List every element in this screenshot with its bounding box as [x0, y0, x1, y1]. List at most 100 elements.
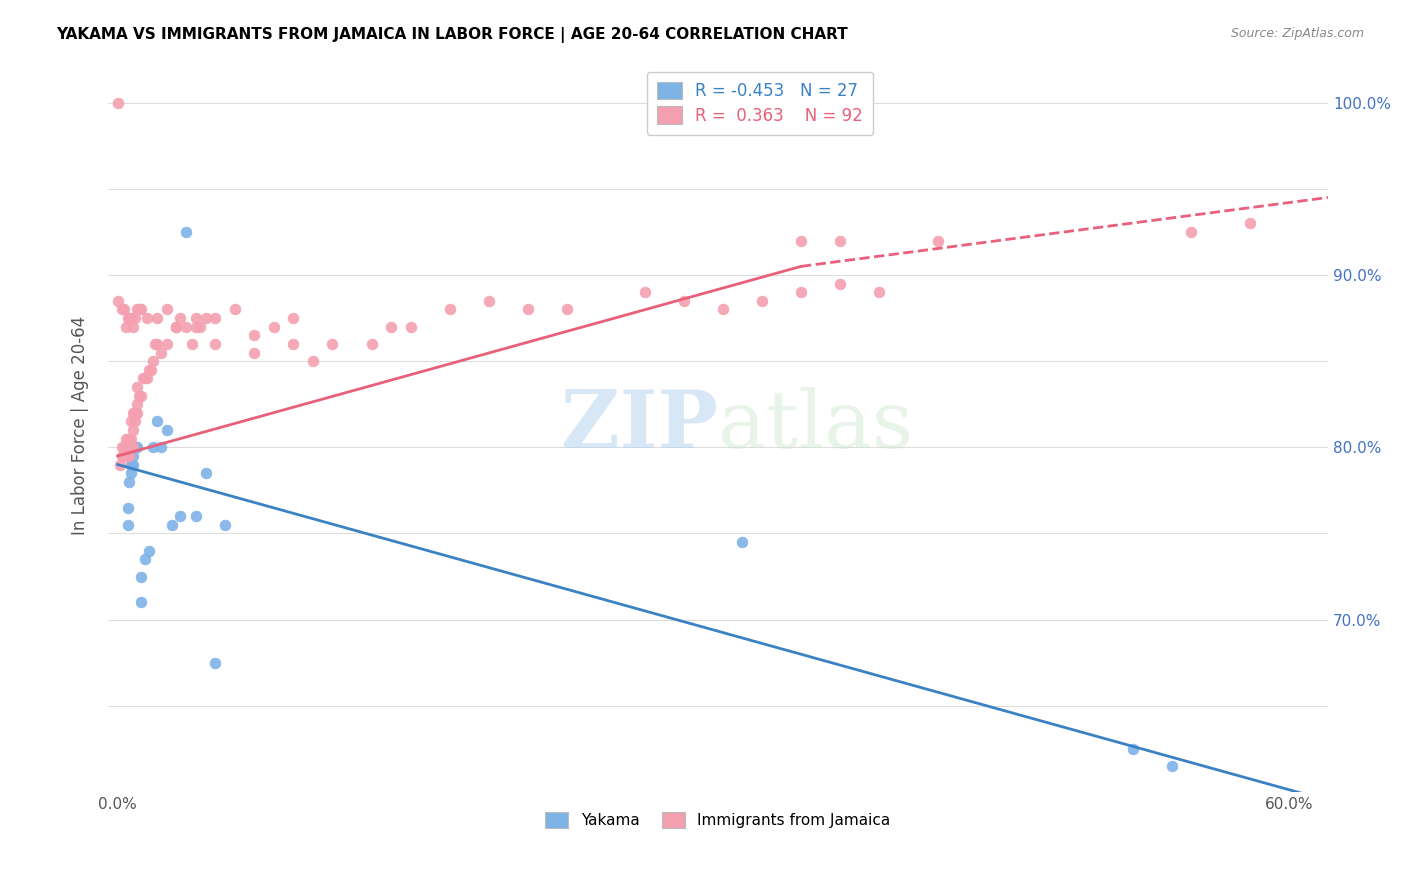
- Point: [122, 406, 145, 420]
- Point: [790, 234, 813, 248]
- Point: [194, 466, 217, 480]
- Point: [672, 293, 695, 308]
- Point: [117, 517, 139, 532]
- Point: [516, 302, 538, 317]
- Point: [1161, 759, 1184, 773]
- Point: [117, 440, 139, 454]
- Point: [117, 311, 139, 326]
- Point: [169, 509, 191, 524]
- Point: [129, 389, 152, 403]
- Text: Source: ZipAtlas.com: Source: ZipAtlas.com: [1230, 27, 1364, 40]
- Point: [165, 319, 187, 334]
- Point: [169, 311, 191, 326]
- Point: [127, 302, 149, 317]
- Point: [124, 311, 146, 326]
- Point: [1122, 742, 1144, 756]
- Point: [283, 311, 305, 326]
- Text: atlas: atlas: [718, 387, 912, 465]
- Point: [120, 415, 142, 429]
- Point: [124, 406, 146, 420]
- Point: [118, 432, 141, 446]
- Point: [146, 415, 169, 429]
- Point: [108, 458, 131, 472]
- Point: [127, 380, 149, 394]
- Point: [132, 371, 155, 385]
- Point: [134, 552, 156, 566]
- Point: [139, 363, 162, 377]
- Point: [124, 415, 146, 429]
- Point: [1239, 216, 1261, 230]
- Point: [117, 500, 139, 515]
- Point: [120, 466, 142, 480]
- Point: [790, 285, 813, 300]
- Point: [162, 517, 184, 532]
- Point: [184, 509, 207, 524]
- Point: [124, 440, 146, 454]
- Point: [111, 449, 134, 463]
- Point: [111, 440, 134, 454]
- Point: [142, 440, 165, 454]
- Point: [122, 440, 145, 454]
- Point: [114, 440, 136, 454]
- Point: [114, 319, 136, 334]
- Point: [263, 319, 285, 334]
- Point: [120, 458, 142, 472]
- Point: [634, 285, 657, 300]
- Point: [112, 449, 135, 463]
- Point: [134, 371, 156, 385]
- Point: [302, 354, 325, 368]
- Point: [360, 337, 382, 351]
- Point: [188, 319, 211, 334]
- Point: [111, 302, 134, 317]
- Point: [124, 406, 146, 420]
- Point: [868, 285, 890, 300]
- Point: [127, 440, 149, 454]
- Point: [128, 302, 150, 317]
- Point: [731, 535, 754, 549]
- Point: [127, 397, 149, 411]
- Point: [283, 337, 305, 351]
- Point: [174, 319, 197, 334]
- Point: [380, 319, 402, 334]
- Point: [112, 302, 135, 317]
- Point: [224, 302, 246, 317]
- Point: [184, 319, 207, 334]
- Point: [114, 432, 136, 446]
- Point: [194, 311, 217, 326]
- Point: [155, 337, 177, 351]
- Point: [136, 371, 159, 385]
- Point: [138, 543, 160, 558]
- Legend: Yakama, Immigrants from Jamaica: Yakama, Immigrants from Jamaica: [538, 805, 898, 836]
- Point: [122, 458, 145, 472]
- Point: [128, 389, 150, 403]
- Point: [174, 225, 197, 239]
- Point: [828, 277, 851, 291]
- Point: [181, 337, 204, 351]
- Point: [184, 311, 207, 326]
- Point: [243, 328, 266, 343]
- Point: [138, 363, 160, 377]
- Point: [118, 449, 141, 463]
- Point: [439, 302, 461, 317]
- Point: [155, 302, 177, 317]
- Point: [149, 440, 172, 454]
- Point: [204, 337, 226, 351]
- Point: [129, 302, 152, 317]
- Point: [155, 423, 177, 437]
- Point: [204, 656, 226, 670]
- Point: [122, 449, 145, 463]
- Point: [117, 449, 139, 463]
- Point: [711, 302, 734, 317]
- Point: [118, 475, 141, 489]
- Point: [122, 423, 145, 437]
- Point: [214, 517, 236, 532]
- Point: [165, 319, 187, 334]
- Point: [146, 337, 169, 351]
- Point: [399, 319, 422, 334]
- Point: [122, 319, 145, 334]
- Text: YAKAMA VS IMMIGRANTS FROM JAMAICA IN LABOR FORCE | AGE 20-64 CORRELATION CHART: YAKAMA VS IMMIGRANTS FROM JAMAICA IN LAB…: [56, 27, 848, 43]
- Point: [127, 406, 149, 420]
- Point: [751, 293, 773, 308]
- Point: [129, 569, 152, 583]
- Point: [118, 440, 141, 454]
